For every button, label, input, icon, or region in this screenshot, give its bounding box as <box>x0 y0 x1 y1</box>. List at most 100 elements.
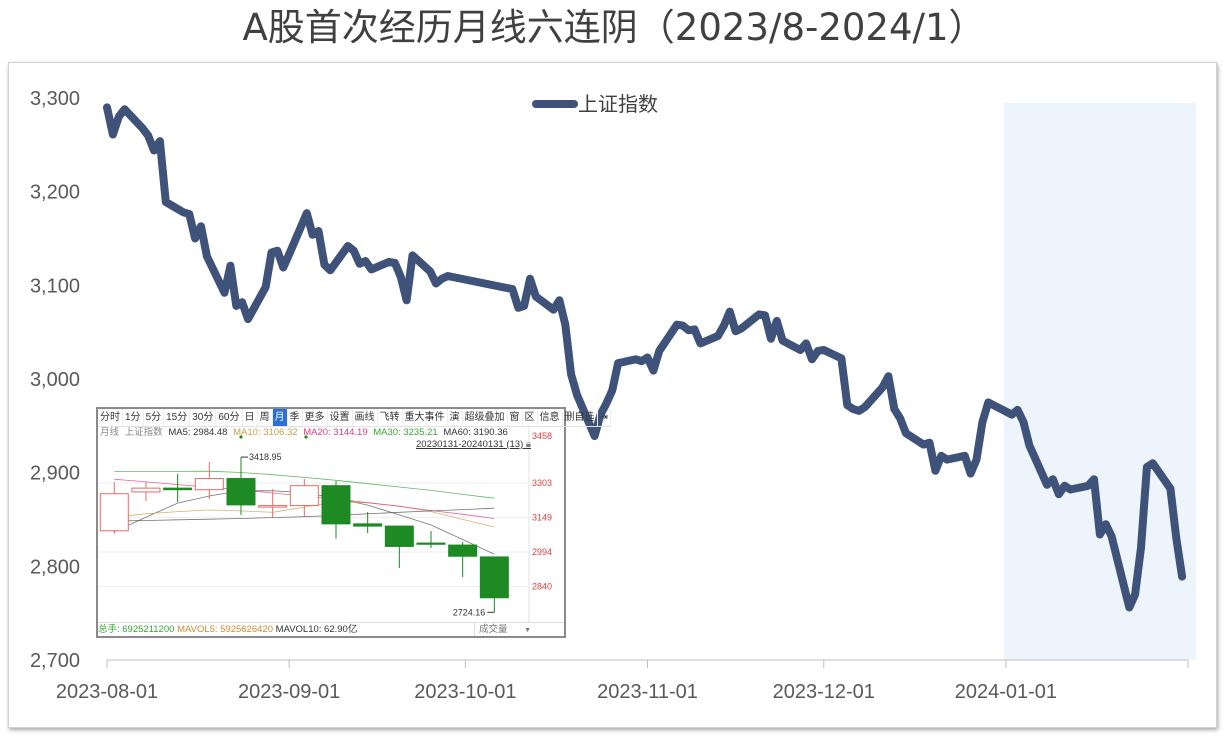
data-point <box>1181 576 1183 578</box>
toolbar-tab[interactable]: 区 <box>523 409 538 426</box>
data-point <box>735 330 737 332</box>
high-label: 3418.95 <box>249 452 282 462</box>
toolbar-tab[interactable]: 超级叠加 <box>463 409 508 426</box>
range-label[interactable]: 20230131-20240131 (13) 🔒︎ <box>416 439 531 450</box>
candle-up <box>131 487 161 493</box>
toolbar-tab[interactable]: 日 <box>243 409 258 426</box>
volume-select-label: 成交量 <box>478 624 508 635</box>
data-point <box>852 408 854 410</box>
toolbar-tab[interactable]: 15分 <box>164 409 191 426</box>
data-point <box>1058 493 1060 495</box>
ma30-value: MA30: 3235.21 <box>373 427 438 438</box>
data-point <box>776 320 778 322</box>
mavol5: MAVOL5: 5925626420 <box>177 624 274 635</box>
data-point <box>987 401 989 403</box>
toolbar-tab[interactable]: 季 <box>288 409 303 426</box>
data-point <box>846 404 848 406</box>
data-point <box>276 250 278 252</box>
data-point <box>271 252 272 254</box>
candle-up <box>289 485 319 507</box>
toolbar-tab[interactable]: 更多 <box>303 409 328 426</box>
toolbar-tab[interactable]: 1分 <box>123 409 144 426</box>
data-point <box>241 301 243 303</box>
candle-down <box>384 525 414 547</box>
data-point <box>141 127 143 129</box>
data-point <box>600 414 601 416</box>
data-point <box>594 435 596 437</box>
data-point <box>329 269 331 271</box>
data-point <box>429 270 431 272</box>
candle-down <box>479 556 509 599</box>
data-point <box>934 470 936 472</box>
data-point <box>1111 535 1113 537</box>
data-point <box>976 459 977 461</box>
data-point <box>394 262 396 264</box>
data-point <box>576 394 578 396</box>
data-point <box>558 299 560 301</box>
volume-select[interactable]: 成交量 ▼ <box>474 623 535 636</box>
data-point <box>165 201 167 203</box>
volume-bar: 总手: 6925211200 MAVOL5: 5925626420 MAVOL1… <box>98 622 564 637</box>
data-point <box>435 282 437 284</box>
x-tick-label: 2023-09-01 <box>238 681 340 703</box>
toolbar-tab[interactable]: 信息 <box>538 409 563 426</box>
lock-icon[interactable]: 🔒︎ <box>525 439 531 450</box>
x-tick-label: 2023-10-01 <box>414 681 516 703</box>
data-point <box>235 305 237 307</box>
data-point <box>182 211 184 213</box>
data-point <box>647 356 648 358</box>
data-point <box>899 417 901 419</box>
data-point <box>770 338 772 340</box>
toolbar-tab[interactable]: 画线 <box>353 409 378 426</box>
data-point <box>112 134 114 136</box>
toolbar-tab[interactable]: 30分 <box>190 409 217 426</box>
toolbar-tab[interactable]: 周 <box>258 409 273 426</box>
data-point <box>940 455 942 457</box>
data-point <box>729 311 731 313</box>
price-axis-label: 3458 <box>532 431 552 441</box>
toolbar-tab[interactable]: 设置 <box>328 409 353 426</box>
data-point <box>229 265 231 267</box>
data-point <box>1017 409 1019 411</box>
data-point <box>723 325 725 327</box>
toolbar-tab[interactable]: 重大事件 <box>403 409 448 426</box>
data-point <box>206 255 208 257</box>
toolbar-tab[interactable]: 分时 <box>98 409 123 426</box>
data-point <box>535 296 537 298</box>
data-point <box>817 350 819 352</box>
toolbar-tab[interactable]: 60分 <box>216 409 243 426</box>
toolbar-tab[interactable]: 月 <box>272 409 288 426</box>
data-point <box>799 349 801 351</box>
toolbar-tab[interactable]: 飞转 <box>378 409 403 426</box>
data-point <box>605 402 607 404</box>
candle-down <box>448 544 478 557</box>
data-point <box>194 238 196 239</box>
data-point <box>1140 547 1142 549</box>
ma10-value: MA10: 3106.32 <box>233 427 298 438</box>
data-point <box>929 442 930 444</box>
data-point <box>564 324 566 326</box>
data-point <box>758 313 760 315</box>
x-tick-label: 2023-08-01 <box>56 681 158 703</box>
range-text: 20230131-20240131 (13) <box>416 439 524 450</box>
ma20-value: MA20: 3144.19 <box>303 427 368 438</box>
toolbar-tab[interactable]: 演 <box>448 409 463 426</box>
low-label: 2724.16 <box>453 607 486 617</box>
data-point <box>840 357 842 359</box>
candle-down <box>321 485 351 525</box>
data-point <box>1169 488 1171 490</box>
data-point <box>347 245 349 247</box>
period-label: 月线 <box>100 427 120 438</box>
toolbar-tab[interactable]: 删自选 <box>563 409 598 426</box>
data-point <box>905 432 907 434</box>
data-point <box>617 362 619 364</box>
x-tick-label: 2024-01-01 <box>955 681 1057 703</box>
data-point <box>782 340 784 342</box>
data-point <box>118 116 120 118</box>
toolbar-tab[interactable]: 窗 <box>508 409 523 426</box>
toolbar-tab[interactable]: ⇥ <box>598 409 611 426</box>
toolbar-tab[interactable]: 5分 <box>144 409 165 426</box>
data-point <box>1087 485 1089 487</box>
price-axis-label: 2840 <box>532 581 552 591</box>
data-point <box>1152 462 1154 464</box>
